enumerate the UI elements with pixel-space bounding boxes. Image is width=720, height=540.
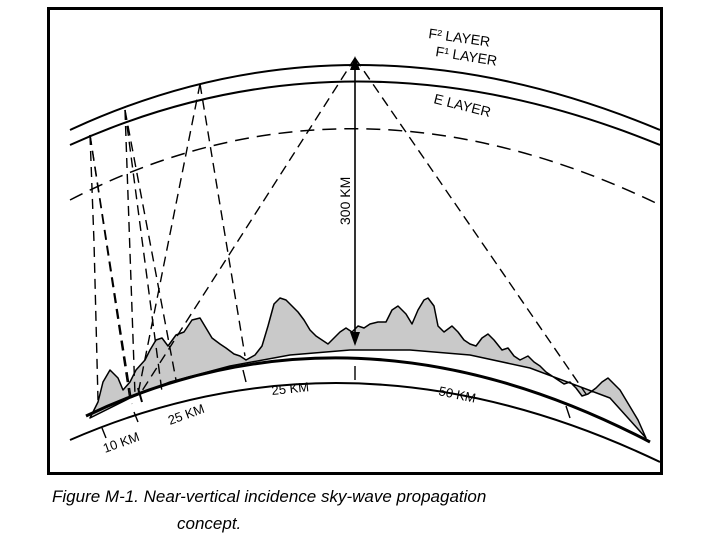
ray-path — [137, 83, 201, 395]
terrain — [89, 297, 647, 439]
ray-paths — [89, 57, 587, 405]
f2-layer-arc — [69, 64, 660, 131]
ray-path — [124, 109, 177, 381]
ray-path — [89, 134, 133, 405]
ray-path — [354, 57, 587, 395]
ground-tick — [101, 427, 107, 439]
ray-path — [139, 57, 356, 395]
ray-path — [199, 83, 246, 357]
height-arrow-top — [350, 56, 360, 70]
height-label: 300 KM — [337, 177, 353, 225]
caption-line-1: Figure M-1. Near-vertical incidence sky-… — [52, 487, 487, 506]
ground-tick — [565, 405, 571, 419]
figure-caption: Figure M-1. Near-vertical incidence sky-… — [52, 483, 692, 537]
earth-inner-arc — [69, 382, 660, 463]
ground-ticks — [101, 366, 571, 439]
f1-layer-arc — [69, 80, 660, 146]
height-arrow-bottom — [350, 332, 360, 346]
ray-path — [124, 109, 163, 393]
distance-label-25km-right: 25 KM — [271, 379, 310, 398]
distance-label-50km: 50 KM — [437, 383, 477, 405]
ground-tick — [133, 411, 139, 423]
e-layer-arc — [69, 128, 660, 206]
figure-frame: 300 KM F² LAYER F¹ LAYER E LAYER 10 KM 2… — [47, 7, 663, 475]
propagation-diagram: 300 KM F² LAYER F¹ LAYER E LAYER 10 KM 2… — [69, 25, 660, 463]
e-layer-label: E LAYER — [432, 90, 492, 120]
ray-path — [124, 109, 136, 396]
caption-line-2: concept. — [177, 514, 242, 533]
distance-label-10km: 10 KM — [101, 429, 141, 456]
ground-tick — [242, 369, 247, 383]
ray-path — [89, 134, 99, 401]
